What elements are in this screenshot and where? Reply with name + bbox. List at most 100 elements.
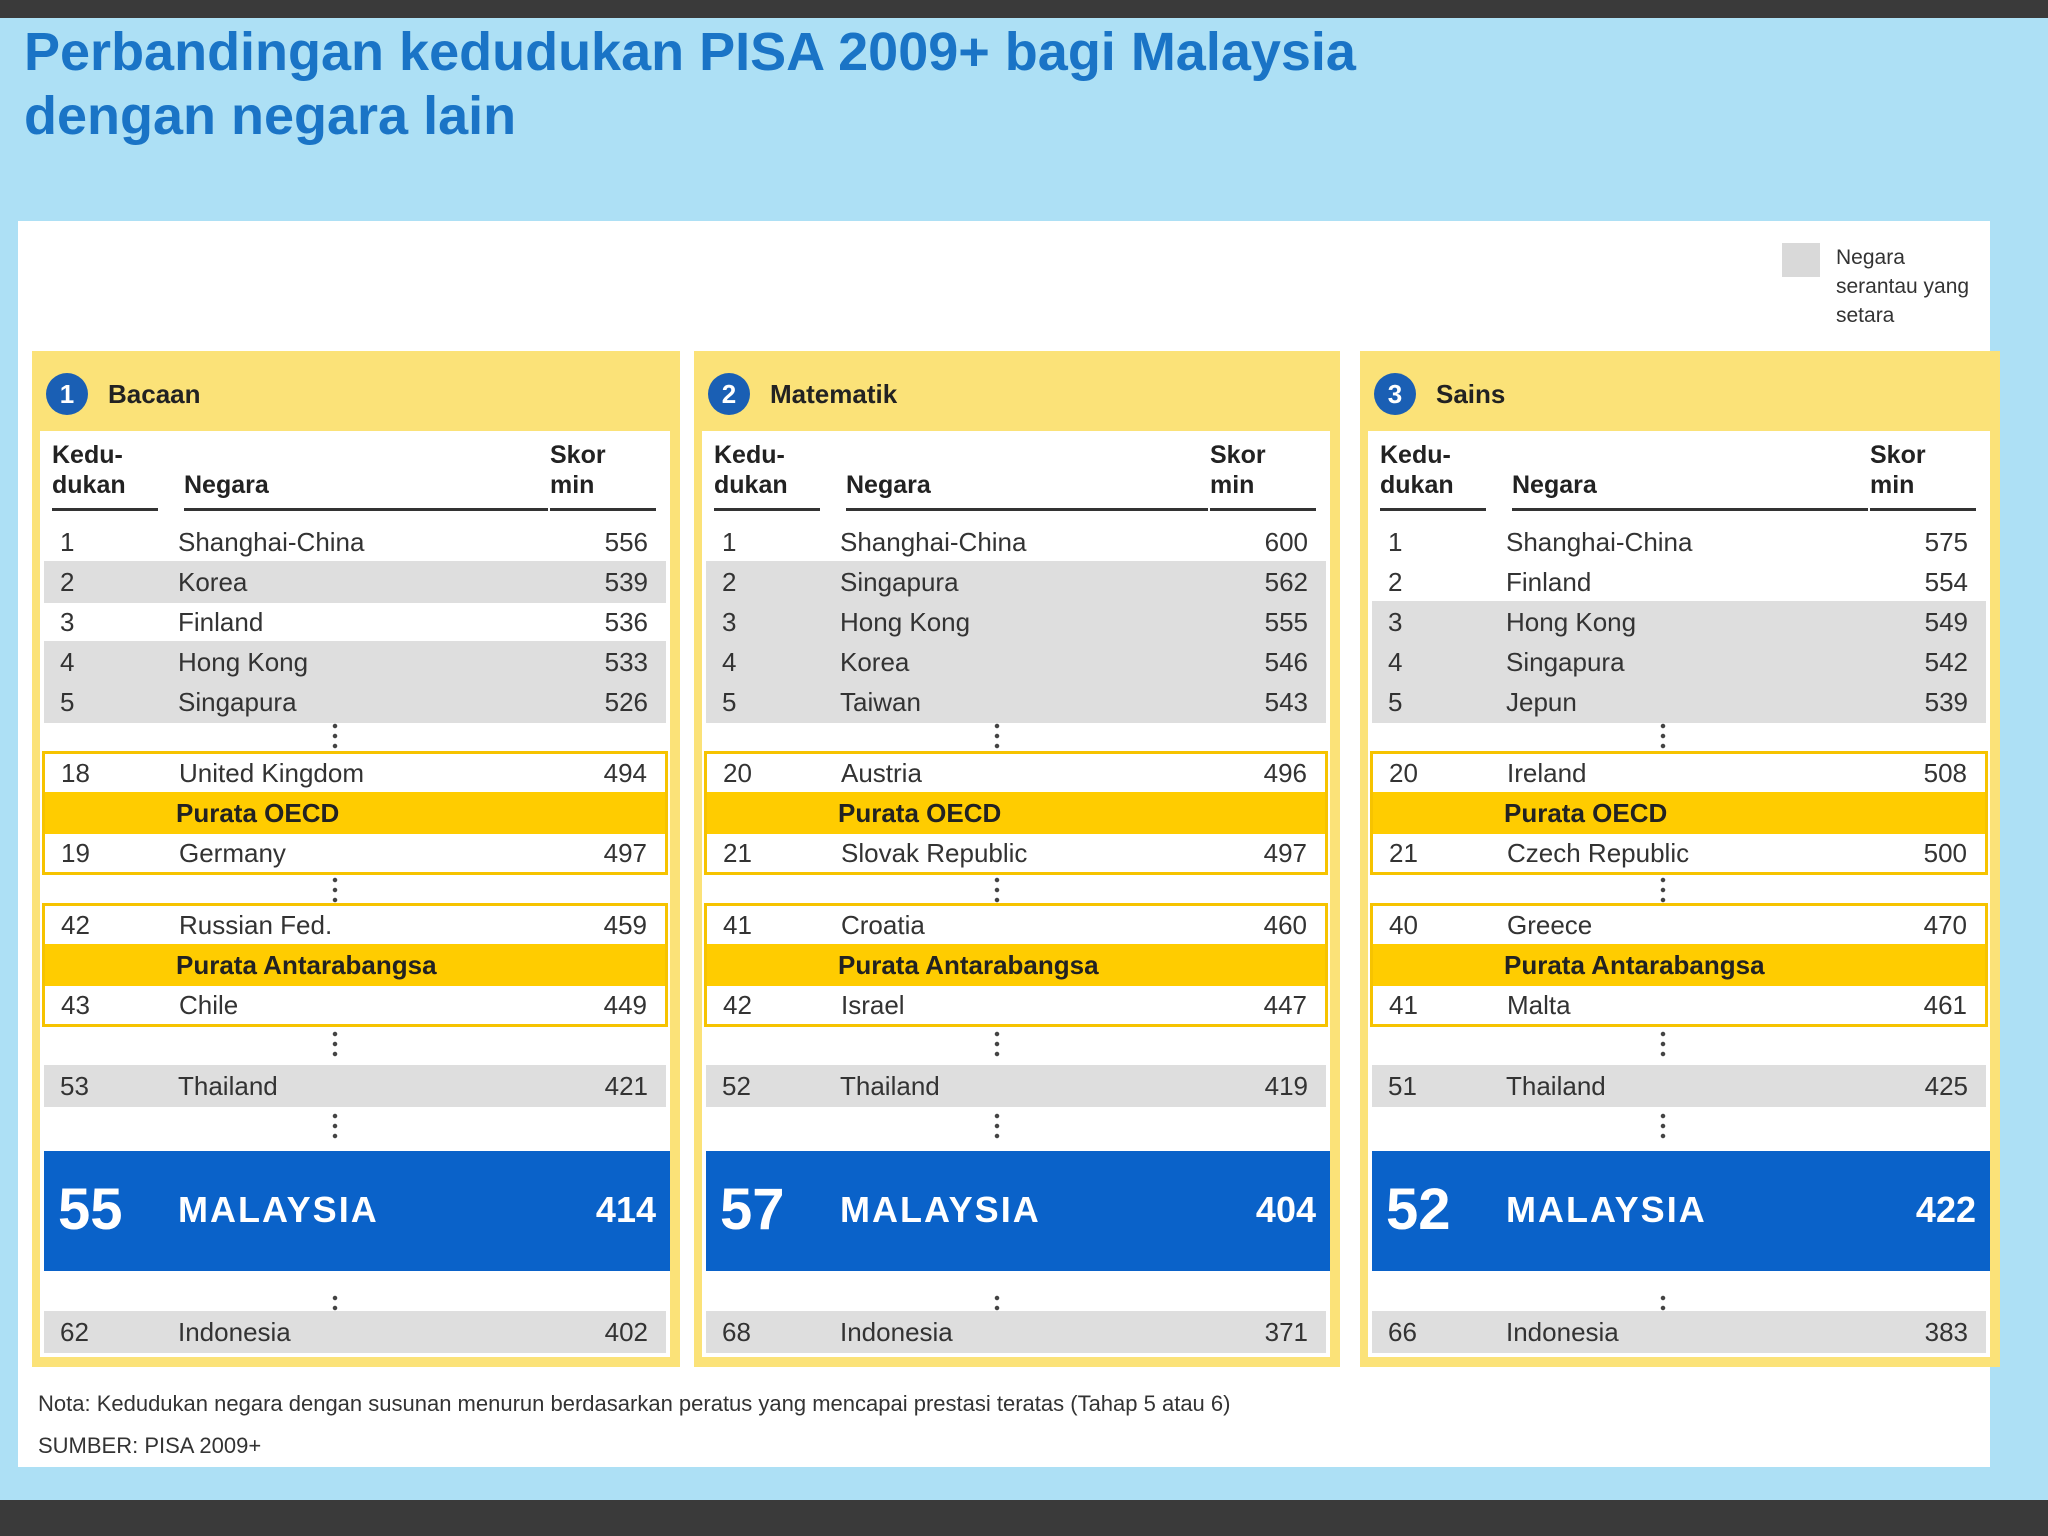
international-average-box: 42 Russian Fed. 459 Purata Antarabangsa 43 Ch… (42, 903, 668, 1027)
rank-cell: 5 (1388, 687, 1403, 717)
score-cell: 421 (604, 1071, 648, 1101)
rank-cell: 4 (1388, 647, 1403, 677)
score-cell: 371 (1264, 1317, 1308, 1347)
country-cell: Taiwan (840, 687, 921, 717)
rank-cell: 2 (722, 567, 737, 597)
rank-cell: 21 (723, 838, 752, 868)
score-cell: 533 (604, 647, 648, 677)
average-band: Purata Antarabangsa (45, 944, 665, 986)
score-cell: 536 (604, 607, 648, 637)
top-rank-row: 4 Singapura 542 (1372, 641, 1986, 683)
average-band: Purata OECD (707, 792, 1325, 834)
country-cell: Shanghai-China (178, 527, 365, 557)
rank-cell: 1 (722, 527, 737, 557)
header-score: Skor min (1210, 440, 1316, 511)
score-cell: 447 (1263, 990, 1307, 1020)
average-band: Purata OECD (45, 792, 665, 834)
ellipsis-dots (1660, 721, 1666, 751)
country-cell: Hong Kong (1506, 607, 1637, 637)
title-line-2: dengan negara lain (24, 86, 517, 146)
score-cell: 543 (1264, 687, 1308, 717)
country-cell: Indonesia (840, 1317, 953, 1347)
top-rank-row: 3 Hong Kong 555 (706, 601, 1326, 643)
panel-title: Sains (1436, 378, 1506, 409)
score-cell: 500 (1923, 838, 1967, 868)
country-cell: Malta (1507, 990, 1571, 1020)
box-above-row: 20 Ireland 508 (1373, 754, 1985, 792)
panel-number-badge: 3 (1374, 373, 1416, 415)
rank-cell: 4 (60, 647, 75, 677)
country-cell: Chile (179, 990, 239, 1020)
score-cell: 425 (1924, 1071, 1968, 1101)
top-rank-row: 2 Finland 554 (1372, 561, 1986, 603)
average-label: Purata Antarabangsa (838, 950, 1099, 980)
rank-cell: 51 (1388, 1071, 1417, 1101)
box-below-row: 19 Germany 497 (45, 834, 665, 872)
thailand-row: 53 Thailand 421 (44, 1065, 666, 1107)
box-below-row: 21 Slovak Republic 497 (707, 834, 1325, 872)
score-cell: 470 (1923, 910, 1967, 940)
country-cell: Thailand (840, 1071, 940, 1101)
top-rank-row: 1 Shanghai-China 575 (1372, 521, 1986, 563)
rank-cell: 41 (1389, 990, 1418, 1020)
ellipsis-dots (332, 1293, 338, 1323)
malaysia-rank: 57 (720, 1177, 785, 1242)
indonesia-row: 68 Indonesia 371 (706, 1311, 1326, 1353)
rank-cell: 2 (1388, 567, 1403, 597)
ellipsis-dots (994, 875, 1000, 905)
source-text: SUMBER: PISA 2009+ (38, 1433, 262, 1458)
rank-cell: 1 (1388, 527, 1403, 557)
top-rank-row: 3 Hong Kong 549 (1372, 601, 1986, 643)
average-band: Purata Antarabangsa (1373, 944, 1985, 986)
header-score: Skor min (1870, 440, 1976, 511)
header-country: Negara (184, 470, 548, 511)
ranking-card: Negara serantau yang setara 1 Bacaan Kedu-… (18, 221, 2000, 1467)
table-header: Kedu-dukan Negara Skor min (40, 435, 670, 511)
header-rank: Kedu-dukan (1380, 440, 1486, 511)
top-rank-row: 5 Jepun 539 (1372, 681, 1986, 723)
country-cell: Korea (178, 567, 248, 597)
country-cell: Hong Kong (840, 607, 971, 637)
ellipsis-dots (994, 721, 1000, 751)
rank-cell: 62 (60, 1317, 89, 1347)
ellipsis-dots (1660, 1111, 1666, 1141)
rank-cell: 18 (61, 758, 90, 788)
rank-cell: 5 (60, 687, 75, 717)
rank-cell: 5 (722, 687, 737, 717)
legend-swatch (1782, 243, 1820, 277)
box-below-row: 41 Malta 461 (1373, 986, 1985, 1024)
rank-cell: 2 (60, 567, 75, 597)
panel-number-badge: 1 (46, 373, 88, 415)
table-header: Kedu-dukan Negara Skor min (1368, 435, 1990, 511)
average-label: Purata Antarabangsa (1504, 950, 1765, 980)
country-cell: Ireland (1507, 758, 1587, 788)
malaysia-rank: 52 (1386, 1177, 1451, 1242)
average-label: Purata OECD (1504, 798, 1668, 828)
rank-cell: 40 (1389, 910, 1418, 940)
rank-cell: 66 (1388, 1317, 1417, 1347)
average-band: Purata Antarabangsa (707, 944, 1325, 986)
score-cell: 562 (1264, 567, 1308, 597)
rank-cell: 1 (60, 527, 75, 557)
country-cell: Indonesia (178, 1317, 291, 1347)
panel-bacaan: 1 Bacaan Kedu-dukan Negara Skor min 1 Shanghai… (32, 351, 680, 1367)
rank-cell: 53 (60, 1071, 89, 1101)
country-cell: Thailand (1506, 1071, 1606, 1101)
score-cell: 508 (1923, 758, 1967, 788)
country-cell: Shanghai-China (1506, 527, 1693, 557)
country-cell: Greece (1507, 910, 1593, 940)
country-cell: Croatia (841, 910, 925, 940)
country-cell: United Kingdom (179, 758, 364, 788)
malaysia-highlight-row: 52 MALAYSIA 422 (1372, 1151, 1990, 1271)
score-cell: 497 (603, 838, 647, 868)
panel-header: 2 Matematik (708, 373, 897, 415)
average-band: Purata OECD (1373, 792, 1985, 834)
rank-cell: 42 (61, 910, 90, 940)
rank-cell: 20 (1389, 758, 1418, 788)
score-cell: 494 (603, 758, 647, 788)
top-rank-row: 1 Shanghai-China 556 (44, 521, 666, 563)
country-cell: Shanghai-China (840, 527, 1027, 557)
table-header: Kedu-dukan Negara Skor min (702, 435, 1330, 511)
malaysia-highlight-row: 55 MALAYSIA 414 (44, 1151, 670, 1271)
score-cell: 554 (1924, 567, 1968, 597)
